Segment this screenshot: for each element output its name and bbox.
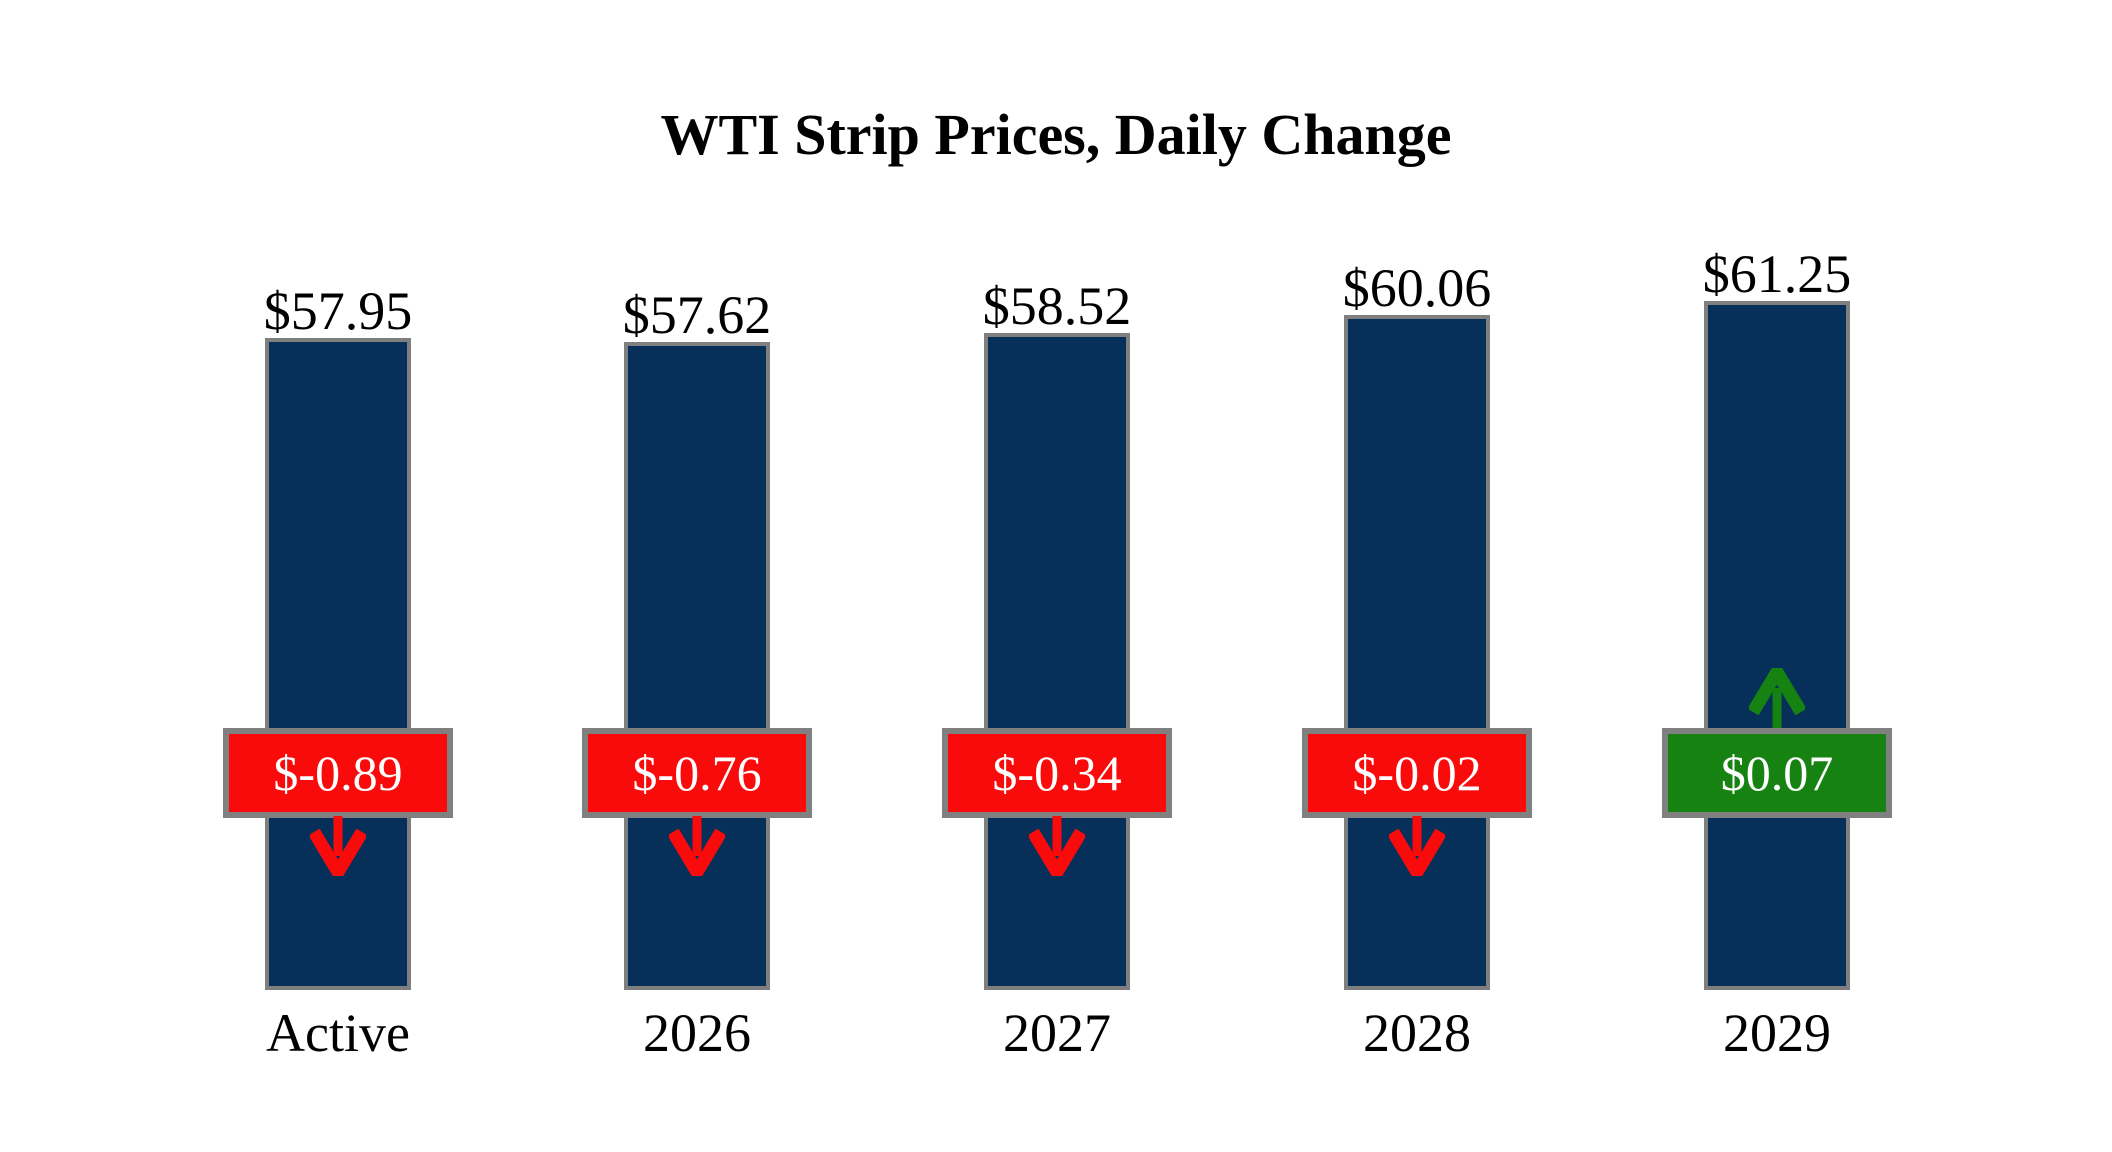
down-arrow-icon bbox=[1029, 814, 1085, 876]
chart-title: WTI Strip Prices, Daily Change bbox=[660, 102, 1452, 167]
category-label: 2028 bbox=[1363, 1003, 1471, 1063]
price-bar bbox=[1344, 315, 1490, 990]
bar-group-2028: $60.06 $-0.02 2028 bbox=[1237, 0, 1597, 1152]
bar-group-active: $57.95 $-0.89 Active bbox=[158, 0, 518, 1152]
up-arrow-icon bbox=[1749, 668, 1805, 730]
change-label: $-0.76 bbox=[582, 728, 812, 818]
bar-group-2026: $57.62 $-0.76 2026 bbox=[517, 0, 877, 1152]
change-label: $-0.02 bbox=[1302, 728, 1532, 818]
category-label: 2029 bbox=[1723, 1003, 1831, 1063]
category-label: 2027 bbox=[1003, 1003, 1111, 1063]
price-bar bbox=[984, 333, 1130, 990]
down-arrow-icon bbox=[1389, 814, 1445, 876]
bar-group-2027: $58.52 $-0.34 2027 bbox=[877, 0, 1237, 1152]
change-label: $-0.34 bbox=[942, 728, 1172, 818]
price-label: $58.52 bbox=[982, 276, 1132, 336]
price-bar bbox=[1704, 301, 1850, 990]
category-label: 2026 bbox=[643, 1003, 751, 1063]
down-arrow-icon bbox=[669, 814, 725, 876]
bar-group-2029: $61.25 $0.07 2029 bbox=[1597, 0, 1957, 1152]
category-label: Active bbox=[266, 1003, 410, 1063]
down-arrow-icon bbox=[310, 814, 366, 876]
change-label: $-0.89 bbox=[223, 728, 453, 818]
price-bar bbox=[265, 338, 411, 990]
price-label: $60.06 bbox=[1342, 258, 1492, 318]
price-bar bbox=[624, 342, 770, 990]
price-label: $61.25 bbox=[1702, 244, 1852, 304]
price-label: $57.95 bbox=[263, 281, 413, 341]
price-label: $57.62 bbox=[622, 285, 772, 345]
change-label: $0.07 bbox=[1662, 728, 1892, 818]
